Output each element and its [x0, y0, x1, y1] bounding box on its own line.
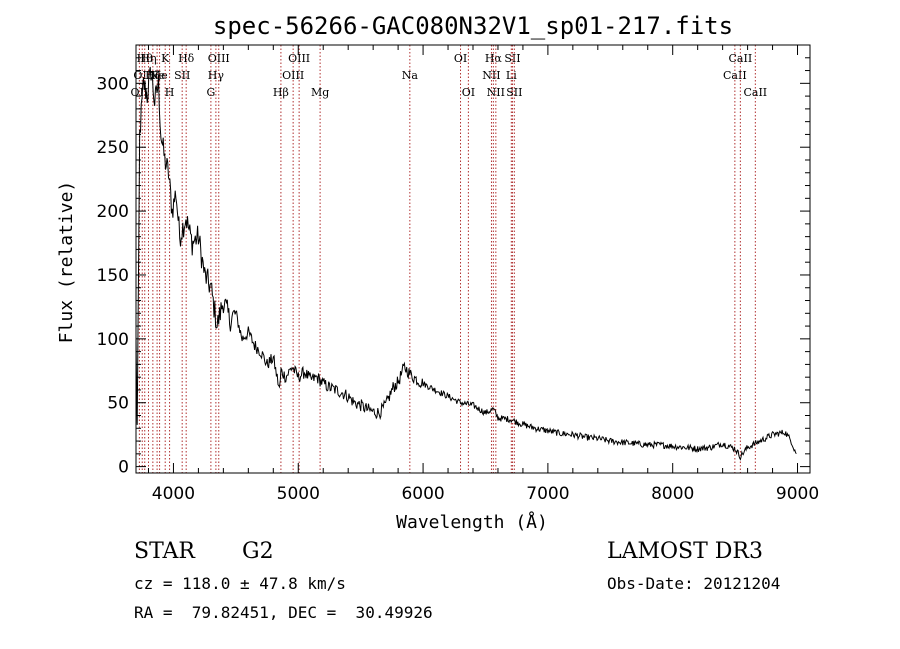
line-label: SII: [174, 69, 190, 82]
line-label: SII: [504, 52, 520, 65]
y-axis: 0 50 100 150 200 250 300: [97, 57, 810, 478]
line-label: OIII: [282, 69, 304, 82]
x-tick-label: 4000: [152, 484, 195, 504]
y-tick-label: 150: [97, 266, 129, 286]
line-label: OII: [133, 69, 151, 82]
line-label: OI: [462, 86, 475, 99]
x-axis: 4000 5000 6000 7000 8000 9000: [147, 45, 819, 504]
line-label: CaII: [729, 52, 753, 65]
line-label: Li: [506, 69, 517, 82]
line-label: CaII: [743, 86, 767, 99]
y-axis-label: Flux (relative): [56, 181, 77, 344]
line-label: CaII: [723, 69, 747, 82]
x-tick-label: 7000: [526, 484, 569, 504]
chart-title: spec-56266-GAC080N32V1_sp01-217.fits: [213, 12, 733, 40]
object-class: STAR: [134, 539, 195, 564]
object-subclass: G2: [242, 539, 274, 564]
line-label: OI: [454, 52, 467, 65]
line-label: He: [152, 69, 168, 82]
line-label: K: [161, 52, 170, 65]
spectrum-line: [135, 66, 797, 461]
line-label: OIII: [208, 52, 230, 65]
y-tick-label: 250: [97, 138, 129, 158]
y-tick-label: 300: [97, 74, 129, 94]
line-label: Hη: [140, 52, 156, 65]
x-tick-label: 5000: [277, 484, 320, 504]
observation-date: Obs-Date: 20121204: [607, 574, 781, 593]
line-label: Na: [402, 69, 419, 82]
y-tick-label: 0: [118, 458, 129, 478]
line-label: OIII: [288, 52, 310, 65]
y-tick-label: 100: [97, 330, 129, 350]
x-tick-label: 8000: [651, 484, 694, 504]
redshift-value: cz = 118.0 ± 47.8 km/s: [134, 574, 346, 593]
line-label: H: [165, 86, 175, 99]
line-label: Hβ: [273, 86, 289, 99]
survey-name: LAMOST DR3: [607, 539, 763, 564]
line-label: SII: [506, 86, 522, 99]
line-label: Hα: [485, 52, 503, 65]
x-tick-label: 9000: [776, 484, 819, 504]
line-label: Hθ: [137, 52, 154, 65]
line-label: NII: [482, 69, 500, 82]
y-tick-label: 50: [107, 394, 129, 414]
line-label: Hδ: [178, 52, 195, 65]
line-label: Hγ: [208, 69, 225, 82]
x-tick-label: 6000: [401, 484, 444, 504]
x-axis-label: Wavelength (Å): [396, 511, 548, 533]
emission-lines: OIIOIIHθHηHζNeHeKHSIIHδGHγOIIIHβOIIIOIII…: [131, 45, 767, 473]
line-label: G: [206, 86, 215, 99]
line-label: NII: [487, 86, 505, 99]
line-label: Mg: [311, 86, 329, 99]
plot-frame: [135, 44, 811, 474]
y-tick-label: 200: [97, 202, 129, 222]
coordinates: RA = 79.82451, DEC = 30.49926: [134, 603, 433, 622]
